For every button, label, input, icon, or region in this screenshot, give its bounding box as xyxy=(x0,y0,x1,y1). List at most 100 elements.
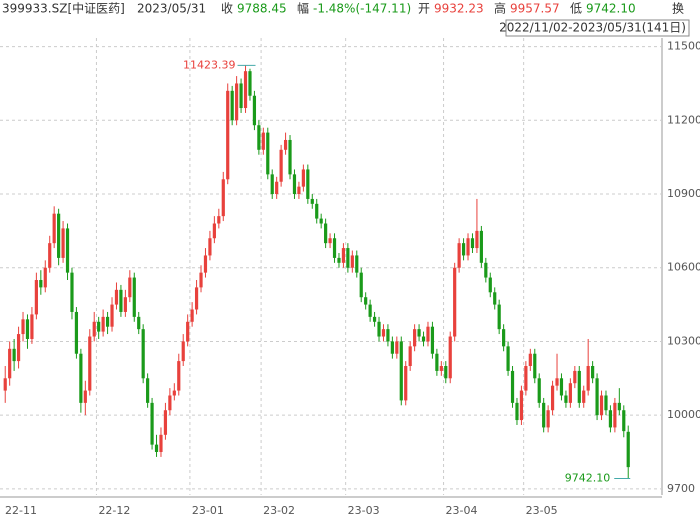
candle-body xyxy=(359,272,363,298)
candle-body xyxy=(110,304,114,327)
candle-body xyxy=(168,395,172,411)
candle-body xyxy=(413,329,417,347)
y-tick-label: 10000 xyxy=(667,408,700,421)
candle-body xyxy=(194,287,199,310)
candle-body xyxy=(52,213,56,244)
candle-body xyxy=(70,272,74,312)
range: 2022/11/02-2023/05/31(141日) xyxy=(499,21,686,35)
candle-body xyxy=(217,216,221,224)
candle-body xyxy=(550,385,555,411)
y-tick-label: 10600 xyxy=(667,261,700,274)
max-label: 11423.39 xyxy=(183,58,236,71)
change: -1.48%(-147.11) xyxy=(313,2,411,16)
candle-body xyxy=(399,341,403,401)
candle-body xyxy=(252,95,257,126)
candle-body xyxy=(132,277,136,317)
candle-body xyxy=(275,181,279,195)
candle-body xyxy=(448,336,452,379)
y-tick-label: 9700 xyxy=(667,482,695,495)
x-tick-label: 22-11 xyxy=(5,504,37,517)
candle-body xyxy=(586,366,590,391)
candle-body xyxy=(181,341,185,362)
x-tick-label: 23-04 xyxy=(446,504,478,517)
candle-body xyxy=(497,304,501,330)
candle-body xyxy=(203,255,208,273)
min-label: 9742.10 xyxy=(565,472,611,485)
candle-body xyxy=(190,309,194,322)
candle-body xyxy=(310,198,314,204)
candle-body xyxy=(599,395,604,416)
candle-body xyxy=(408,346,412,367)
candle-body xyxy=(226,90,230,180)
candle-body xyxy=(114,289,119,305)
candle-body xyxy=(328,238,332,244)
candle-body xyxy=(533,353,537,379)
candle-body xyxy=(239,83,243,109)
candle-body xyxy=(595,378,599,416)
low-label: 低 xyxy=(570,2,582,16)
candle-body xyxy=(604,395,608,411)
candle-body xyxy=(542,402,546,428)
candle-body xyxy=(484,262,488,278)
candle-body xyxy=(368,304,372,317)
candle-body xyxy=(270,174,274,195)
candle-body xyxy=(453,267,457,337)
candle-body xyxy=(119,289,123,312)
candle-body xyxy=(466,238,470,256)
candle-body xyxy=(25,319,30,339)
candle-body xyxy=(235,83,239,121)
candle-body xyxy=(306,169,310,199)
candle-body xyxy=(430,326,435,354)
y-tick-label: 11500 xyxy=(667,40,700,53)
candle-body xyxy=(163,410,168,435)
candle-body xyxy=(248,71,252,96)
candle-body xyxy=(372,316,377,322)
candle-body xyxy=(243,71,248,109)
candle-body xyxy=(573,370,577,384)
candle-body xyxy=(199,272,203,288)
candle-body xyxy=(154,444,159,453)
y-tick-label: 10900 xyxy=(667,187,700,200)
candle-body xyxy=(395,341,399,354)
candle-body xyxy=(341,248,346,263)
candle-body xyxy=(528,353,532,367)
candle-body xyxy=(426,326,430,342)
candle-body xyxy=(83,390,87,403)
candle-body xyxy=(470,238,475,249)
candle-body xyxy=(591,366,595,379)
candle-body xyxy=(319,218,323,224)
candle-body xyxy=(283,139,288,150)
candle-body xyxy=(177,361,181,391)
candle-body xyxy=(350,255,354,268)
candle-body xyxy=(332,238,337,258)
candle-body xyxy=(57,213,61,258)
candle-body xyxy=(506,346,510,371)
candle-body xyxy=(622,410,626,432)
open-label: 开 xyxy=(418,2,430,16)
candle-body xyxy=(324,223,328,244)
candle-body xyxy=(266,132,270,175)
candle-body xyxy=(377,321,381,337)
candle-body xyxy=(515,402,519,421)
candle-body xyxy=(65,228,70,273)
candle-body xyxy=(39,280,43,288)
candle-body xyxy=(564,395,568,403)
candle-body xyxy=(475,230,479,249)
candle-body xyxy=(364,297,368,305)
candle-body xyxy=(150,402,154,445)
candle-body xyxy=(48,243,52,268)
candle-body xyxy=(346,248,350,268)
code: 399933.SZ[中证医药] xyxy=(2,1,125,16)
candle-body xyxy=(88,336,92,391)
candle-body xyxy=(510,370,515,403)
candle-body xyxy=(457,243,461,268)
x-tick-label: 22-12 xyxy=(98,504,130,517)
candle-body xyxy=(3,378,7,391)
candle-body xyxy=(519,390,524,421)
candle-body xyxy=(617,402,621,411)
candle-body xyxy=(146,378,150,403)
candle-body xyxy=(479,230,483,263)
candle-body xyxy=(97,321,101,332)
candle-body xyxy=(537,378,541,403)
